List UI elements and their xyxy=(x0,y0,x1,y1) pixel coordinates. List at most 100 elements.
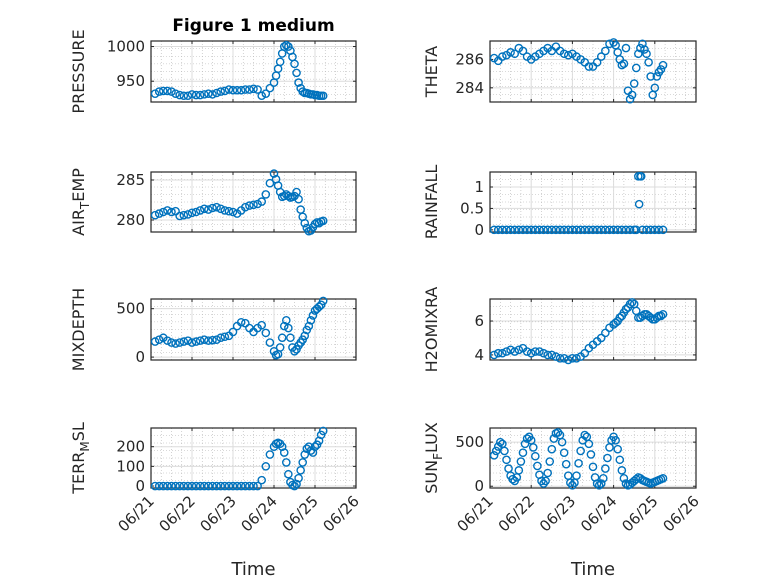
data-point xyxy=(576,225,585,235)
data-point xyxy=(543,468,552,478)
data-point xyxy=(300,218,310,228)
data-point xyxy=(216,333,225,343)
data-point xyxy=(314,302,324,312)
data-point xyxy=(204,481,213,491)
y-tick-label: 286 xyxy=(455,50,484,68)
y-tick-label: 0 xyxy=(135,477,145,495)
data-point xyxy=(216,204,225,214)
data-point xyxy=(261,328,271,338)
data-point xyxy=(224,85,234,94)
data-point xyxy=(491,446,501,456)
data-point xyxy=(520,439,530,449)
data-point xyxy=(493,348,503,358)
data-point xyxy=(601,46,610,56)
data-point xyxy=(516,457,526,466)
ylabel-4: RAINFALL xyxy=(422,165,441,240)
data-point xyxy=(654,225,664,235)
data-point xyxy=(502,225,511,235)
data-point xyxy=(658,309,668,319)
data-point xyxy=(498,52,507,61)
data-point xyxy=(580,348,590,358)
data-point xyxy=(204,336,213,345)
x-axis-label: Time xyxy=(230,559,275,580)
data-point xyxy=(609,225,618,235)
data-point xyxy=(265,83,275,93)
data-point xyxy=(212,481,221,491)
data-point xyxy=(502,347,511,356)
x-tick-label: 06/25 xyxy=(279,492,322,535)
data-point xyxy=(249,84,258,94)
y-tick-label: 280 xyxy=(116,211,145,229)
data-point xyxy=(179,91,189,101)
axes-box xyxy=(489,298,697,361)
data-point xyxy=(265,450,275,459)
data-point xyxy=(541,476,550,486)
data-point xyxy=(615,455,625,465)
data-point xyxy=(646,225,655,235)
ylabel-7: TERRMSL xyxy=(69,422,92,495)
data-point xyxy=(199,204,209,214)
data-point xyxy=(249,200,258,210)
data-point xyxy=(236,85,246,95)
data-point xyxy=(191,337,201,346)
data-point xyxy=(652,72,662,81)
data-point xyxy=(245,201,254,210)
data-point xyxy=(306,316,316,325)
data-point xyxy=(171,89,180,98)
data-point xyxy=(224,206,234,216)
data-point xyxy=(611,318,620,328)
data-point xyxy=(212,88,221,98)
data-point xyxy=(563,355,573,365)
figure-title: Figure 1 medium xyxy=(172,16,334,36)
data-point xyxy=(531,225,540,235)
data-point xyxy=(199,481,209,491)
ylabel-5: MIXDEPTH xyxy=(69,288,88,371)
data-point xyxy=(179,481,189,491)
data-point xyxy=(240,481,250,491)
data-point xyxy=(588,462,598,472)
y-tick-label: 4 xyxy=(474,346,484,364)
x-tick-label: 06/25 xyxy=(618,492,661,535)
data-point xyxy=(627,298,637,307)
ylabel-2: THETA xyxy=(422,46,441,98)
data-point xyxy=(279,321,289,331)
y-tick-label: 1 xyxy=(474,178,484,196)
data-point xyxy=(232,85,242,95)
data-point xyxy=(281,458,291,467)
data-point xyxy=(543,350,552,360)
data-point xyxy=(175,90,184,100)
data-point xyxy=(489,225,499,235)
data-point xyxy=(228,85,238,95)
data-point xyxy=(644,57,653,67)
data-point xyxy=(261,89,271,98)
data-point xyxy=(245,85,254,94)
data-point xyxy=(191,207,201,217)
data-point xyxy=(539,225,548,235)
axes-box xyxy=(489,171,697,233)
x-tick-label: 06/21 xyxy=(115,492,158,535)
data-point xyxy=(158,86,168,96)
data-point xyxy=(294,194,303,204)
data-point xyxy=(658,60,668,70)
data-point xyxy=(154,87,164,96)
ylabel-1: PRESSURE xyxy=(69,29,88,113)
data-point xyxy=(489,451,499,460)
data-point xyxy=(613,48,623,57)
data-point xyxy=(236,481,246,491)
data-point xyxy=(294,78,303,87)
data-point xyxy=(568,225,577,235)
data-point xyxy=(658,225,668,235)
y-tick-label: 500 xyxy=(116,300,145,318)
data-point xyxy=(625,299,635,309)
data-point xyxy=(619,473,629,483)
data-point xyxy=(559,448,569,458)
data-point xyxy=(545,457,555,466)
data-point xyxy=(592,225,602,235)
data-point xyxy=(204,205,213,214)
data-point xyxy=(559,225,569,235)
data-point xyxy=(498,225,507,235)
data-point xyxy=(510,49,520,59)
data-point xyxy=(584,225,594,235)
x-tick-label: 06/21 xyxy=(454,492,497,535)
x-tick-label: 06/23 xyxy=(197,492,240,535)
